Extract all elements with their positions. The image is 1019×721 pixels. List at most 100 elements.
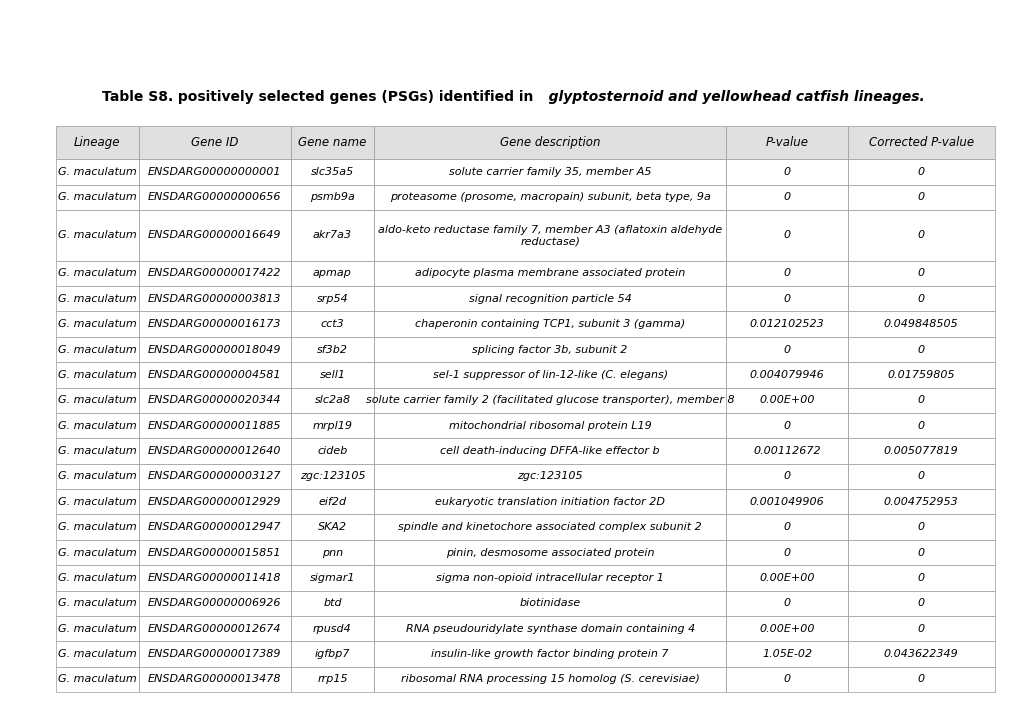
Text: P-value: P-value — [765, 136, 808, 149]
Text: 0: 0 — [917, 345, 924, 355]
Text: G. maculatum: G. maculatum — [58, 573, 137, 583]
Text: zgc:123105: zgc:123105 — [517, 472, 583, 482]
Text: ENSDARG00000006926: ENSDARG00000006926 — [148, 598, 281, 609]
Text: insulin-like growth factor binding protein 7: insulin-like growth factor binding prote… — [431, 649, 668, 659]
Text: chaperonin containing TCP1, subunit 3 (gamma): chaperonin containing TCP1, subunit 3 (g… — [415, 319, 685, 329]
Text: 0: 0 — [783, 674, 790, 684]
Text: Lineage: Lineage — [74, 136, 120, 149]
Text: ENSDARG00000004581: ENSDARG00000004581 — [148, 370, 281, 380]
Text: G. maculatum: G. maculatum — [58, 319, 137, 329]
Text: 0.00E+00: 0.00E+00 — [758, 573, 814, 583]
Text: 0: 0 — [917, 167, 924, 177]
Text: mrpl19: mrpl19 — [312, 420, 353, 430]
Text: 0.01759805: 0.01759805 — [887, 370, 954, 380]
Text: 0.004752953: 0.004752953 — [883, 497, 958, 507]
Text: solute carrier family 35, member A5: solute carrier family 35, member A5 — [448, 167, 651, 177]
Text: 0: 0 — [917, 230, 924, 240]
Text: proteasome (prosome, macropain) subunit, beta type, 9a: proteasome (prosome, macropain) subunit,… — [389, 193, 710, 202]
Text: 0: 0 — [917, 547, 924, 557]
Text: 0: 0 — [783, 598, 790, 609]
Text: G. maculatum: G. maculatum — [58, 598, 137, 609]
Text: ENSDARG00000016649: ENSDARG00000016649 — [148, 230, 281, 240]
Text: 0: 0 — [917, 293, 924, 304]
Text: 0.012102523: 0.012102523 — [749, 319, 823, 329]
Text: ENSDARG00000003813: ENSDARG00000003813 — [148, 293, 281, 304]
Text: 0: 0 — [783, 522, 790, 532]
Text: 0: 0 — [917, 522, 924, 532]
Text: psmb9a: psmb9a — [310, 193, 355, 202]
Text: Corrected P-value: Corrected P-value — [868, 136, 973, 149]
Text: igfbp7: igfbp7 — [315, 649, 350, 659]
Text: sell1: sell1 — [319, 370, 345, 380]
Text: G. maculatum: G. maculatum — [58, 472, 137, 482]
Text: G. maculatum: G. maculatum — [58, 293, 137, 304]
Text: ENSDARG00000012929: ENSDARG00000012929 — [148, 497, 281, 507]
Text: zgc:123105: zgc:123105 — [300, 472, 365, 482]
Text: cell death-inducing DFFA-like effector b: cell death-inducing DFFA-like effector b — [440, 446, 659, 456]
Text: sf3b2: sf3b2 — [317, 345, 347, 355]
Text: cct3: cct3 — [320, 319, 344, 329]
Text: 0.049848505: 0.049848505 — [883, 319, 958, 329]
Text: 0: 0 — [783, 420, 790, 430]
Text: mitochondrial ribosomal protein L19: mitochondrial ribosomal protein L19 — [448, 420, 651, 430]
Text: Gene ID: Gene ID — [191, 136, 238, 149]
Text: ENSDARG00000013478: ENSDARG00000013478 — [148, 674, 281, 684]
Text: ENSDARG00000017422: ENSDARG00000017422 — [148, 268, 281, 278]
Text: 0: 0 — [783, 193, 790, 202]
Text: 0: 0 — [917, 193, 924, 202]
Text: adipocyte plasma membrane associated protein: adipocyte plasma membrane associated pro… — [415, 268, 685, 278]
Text: 0: 0 — [917, 573, 924, 583]
Text: akr7a3: akr7a3 — [313, 230, 352, 240]
Text: ENSDARG00000020344: ENSDARG00000020344 — [148, 395, 281, 405]
Text: ENSDARG00000012947: ENSDARG00000012947 — [148, 522, 281, 532]
Text: G. maculatum: G. maculatum — [58, 624, 137, 634]
Text: apmap: apmap — [313, 268, 352, 278]
Text: G. maculatum: G. maculatum — [58, 674, 137, 684]
Text: aldo-keto reductase family 7, member A3 (aflatoxin aldehyde
reductase): aldo-keto reductase family 7, member A3 … — [378, 224, 721, 246]
Text: 0.00E+00: 0.00E+00 — [758, 624, 814, 634]
Text: G. maculatum: G. maculatum — [58, 395, 137, 405]
Text: 0: 0 — [917, 674, 924, 684]
Text: G. maculatum: G. maculatum — [58, 446, 137, 456]
Text: 0: 0 — [783, 547, 790, 557]
Text: ENSDARG00000000001: ENSDARG00000000001 — [148, 167, 281, 177]
Text: 0: 0 — [783, 293, 790, 304]
Text: rpusd4: rpusd4 — [313, 624, 352, 634]
Text: 0: 0 — [917, 472, 924, 482]
Text: 0: 0 — [783, 230, 790, 240]
Text: G. maculatum: G. maculatum — [58, 547, 137, 557]
Text: signal recognition particle 54: signal recognition particle 54 — [469, 293, 631, 304]
Text: slc2a8: slc2a8 — [314, 395, 351, 405]
Text: 0.004079946: 0.004079946 — [749, 370, 823, 380]
Text: sigmar1: sigmar1 — [310, 573, 355, 583]
Text: Gene name: Gene name — [298, 136, 366, 149]
Text: pnn: pnn — [322, 547, 342, 557]
Text: ENSDARG00000012640: ENSDARG00000012640 — [148, 446, 281, 456]
Text: G. maculatum: G. maculatum — [58, 230, 137, 240]
Text: G. maculatum: G. maculatum — [58, 522, 137, 532]
Text: ENSDARG00000011885: ENSDARG00000011885 — [148, 420, 281, 430]
Text: 0.005077819: 0.005077819 — [883, 446, 958, 456]
Text: ENSDARG00000003127: ENSDARG00000003127 — [148, 472, 281, 482]
Text: G. maculatum: G. maculatum — [58, 345, 137, 355]
Text: 0: 0 — [917, 395, 924, 405]
Text: btd: btd — [323, 598, 341, 609]
Text: 0: 0 — [783, 167, 790, 177]
Text: sel-1 suppressor of lin-12-like (C. elegans): sel-1 suppressor of lin-12-like (C. eleg… — [432, 370, 667, 380]
Text: 1.05E-02: 1.05E-02 — [761, 649, 811, 659]
Text: 0.00112672: 0.00112672 — [753, 446, 820, 456]
Text: G. maculatum: G. maculatum — [58, 268, 137, 278]
Text: eukaryotic translation initiation factor 2D: eukaryotic translation initiation factor… — [435, 497, 664, 507]
Text: RNA pseudouridylate synthase domain containing 4: RNA pseudouridylate synthase domain cont… — [406, 624, 694, 634]
Text: splicing factor 3b, subunit 2: splicing factor 3b, subunit 2 — [472, 345, 628, 355]
Text: 0.00E+00: 0.00E+00 — [758, 395, 814, 405]
Text: Table S8.: Table S8. — [102, 90, 173, 104]
Text: 0: 0 — [917, 420, 924, 430]
Text: G. maculatum: G. maculatum — [58, 193, 137, 202]
Text: ENSDARG00000017389: ENSDARG00000017389 — [148, 649, 281, 659]
Text: Gene description: Gene description — [499, 136, 600, 149]
Text: 0.001049906: 0.001049906 — [749, 497, 823, 507]
Text: 0: 0 — [917, 624, 924, 634]
Text: srp54: srp54 — [316, 293, 348, 304]
Text: positively selected genes (PSGs) identified in: positively selected genes (PSGs) identif… — [173, 90, 533, 104]
